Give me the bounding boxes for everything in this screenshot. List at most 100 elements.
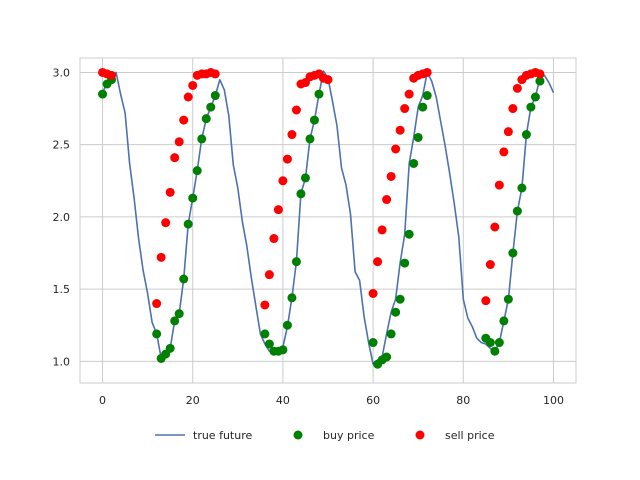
point-sell-price — [422, 67, 432, 77]
point-buy-price — [170, 316, 180, 326]
point-buy-price — [526, 102, 536, 112]
point-sell-price — [481, 296, 491, 306]
point-sell-price — [278, 176, 288, 186]
series-layer — [98, 67, 555, 369]
point-sell-price — [161, 218, 171, 228]
point-buy-price — [512, 206, 522, 216]
point-sell-price — [107, 70, 117, 80]
point-buy-price — [422, 91, 432, 101]
point-sell-price — [391, 144, 401, 154]
point-buy-price — [530, 92, 540, 102]
y-axis: 1.0 1.5 2.0 2.5 3.0 — [53, 66, 71, 368]
point-buy-price — [165, 343, 175, 353]
point-sell-price — [503, 127, 513, 137]
point-buy-price — [418, 102, 428, 112]
point-sell-price — [188, 80, 198, 90]
point-buy-price — [404, 229, 414, 239]
point-sell-price — [377, 225, 387, 235]
point-buy-price — [152, 329, 162, 339]
point-buy-price — [98, 89, 108, 99]
point-sell-price — [152, 299, 162, 309]
point-sell-price — [174, 137, 184, 147]
point-sell-price — [273, 205, 283, 215]
point-sell-price — [165, 187, 175, 197]
legend-swatch-buy-price — [293, 430, 303, 440]
point-sell-price — [323, 75, 333, 85]
point-sell-price — [269, 234, 279, 244]
legend-label-buy-price: buy price — [323, 429, 375, 442]
x-tick-label: 100 — [543, 394, 564, 407]
point-buy-price — [494, 338, 504, 348]
point-buy-price — [503, 294, 513, 304]
legend-label-sell-price: sell price — [445, 429, 495, 442]
point-sell-price — [494, 180, 504, 190]
point-sell-price — [499, 147, 509, 157]
x-tick-label: 40 — [276, 394, 290, 407]
y-tick-label: 2.5 — [53, 139, 71, 152]
point-buy-price — [201, 114, 211, 124]
point-buy-price — [413, 132, 423, 142]
x-tick-label: 20 — [186, 394, 200, 407]
point-buy-price — [210, 91, 220, 101]
point-sell-price — [183, 92, 193, 102]
point-sell-price — [179, 115, 189, 125]
point-sell-price — [404, 89, 414, 99]
point-buy-price — [179, 274, 189, 284]
point-buy-price — [188, 193, 198, 203]
point-sell-price — [287, 130, 297, 140]
point-buy-price — [508, 248, 518, 258]
point-buy-price — [485, 338, 495, 348]
point-buy-price — [197, 134, 207, 144]
x-tick-label: 80 — [456, 394, 470, 407]
point-buy-price — [400, 258, 410, 268]
y-tick-label: 3.0 — [53, 66, 71, 79]
point-sell-price — [282, 154, 292, 164]
point-buy-price — [309, 115, 319, 125]
point-sell-price — [382, 195, 392, 205]
point-sell-price — [386, 171, 396, 181]
point-sell-price — [368, 288, 378, 298]
x-axis: 0 20 40 60 80 100 — [99, 394, 564, 407]
point-sell-price — [260, 300, 270, 310]
point-buy-price — [521, 130, 531, 140]
point-buy-price — [395, 294, 405, 304]
plot-area — [79, 57, 577, 384]
legend-label-true-future: true future — [193, 429, 252, 442]
legend: true future buy price sell price — [155, 429, 495, 442]
point-sell-price — [395, 125, 405, 135]
y-tick-label: 2.0 — [53, 211, 71, 224]
point-buy-price — [296, 189, 306, 199]
point-buy-price — [517, 183, 527, 193]
point-buy-price — [278, 345, 288, 355]
point-buy-price — [291, 257, 301, 267]
point-sell-price — [485, 260, 495, 270]
point-buy-price — [368, 338, 378, 348]
point-sell-price — [508, 104, 518, 114]
point-buy-price — [391, 307, 401, 317]
point-buy-price — [382, 352, 392, 362]
point-buy-price — [490, 346, 500, 356]
point-sell-price — [400, 104, 410, 114]
point-buy-price — [386, 329, 396, 339]
point-buy-price — [183, 219, 193, 229]
point-sell-price — [170, 153, 180, 163]
point-buy-price — [192, 166, 202, 176]
legend-swatch-sell-price — [415, 430, 425, 440]
point-buy-price — [409, 158, 419, 168]
point-buy-price — [260, 329, 270, 339]
point-sell-price — [156, 252, 166, 262]
point-sell-price — [490, 222, 500, 232]
point-buy-price — [314, 89, 324, 99]
point-buy-price — [206, 102, 216, 112]
point-buy-price — [287, 293, 297, 303]
point-sell-price — [264, 270, 274, 280]
y-tick-label: 1.0 — [53, 355, 71, 368]
point-sell-price — [210, 69, 220, 79]
point-sell-price — [535, 69, 545, 79]
point-buy-price — [264, 339, 274, 349]
point-buy-price — [499, 316, 509, 326]
x-tick-label: 60 — [366, 394, 380, 407]
point-buy-price — [282, 320, 292, 330]
point-buy-price — [174, 309, 184, 319]
